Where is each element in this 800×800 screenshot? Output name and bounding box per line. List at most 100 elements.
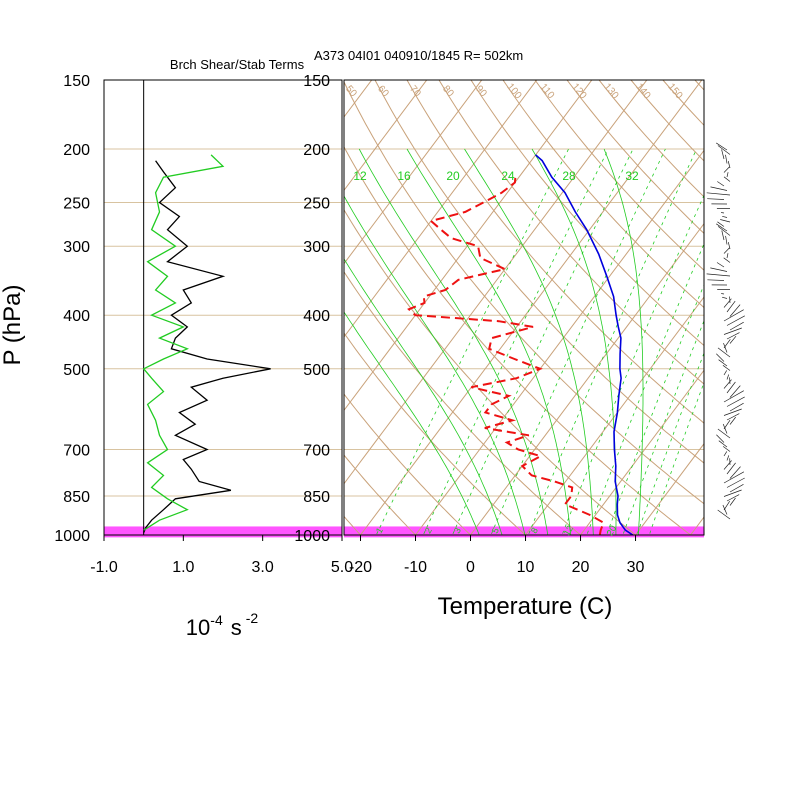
wind-barb [729,335,737,344]
wind-barb [726,381,736,394]
skewt-mixing-ratio-lines [375,148,704,535]
wind-barb [721,230,725,241]
wind-barb [723,257,731,263]
mixing-ratio-line [451,148,634,535]
x-unit-exponent: -4 [210,612,223,628]
wind-barb [723,451,728,457]
mixing-ratio-label: 12 [562,524,576,538]
y-tick-label: 500 [63,362,90,379]
wind-barb [718,440,728,448]
y-tick-label: 1000 [54,528,90,545]
wind-barb [717,226,731,236]
y-tick-label: 250 [63,196,90,213]
wind-barb [723,370,728,376]
dry-adiabat-line [344,393,472,535]
wind-barb [723,460,732,470]
wind-barb [716,434,725,443]
skewt-dry-adiabats [344,64,800,547]
wind-barb [727,242,731,250]
wind-barb [722,446,731,452]
wind-barb [729,402,744,412]
temperature-axis-label: Temperature (C) [438,593,613,620]
wind-barb [723,327,742,335]
wind-barb [723,247,730,254]
wind-barb [717,428,731,439]
mixing-ratio-line [606,283,704,535]
dry-adiabat-line [344,332,527,535]
dry-adiabat-line [438,80,704,385]
isotherm-line [689,516,704,535]
mixing-ratio-label: 20 [446,169,460,183]
mixing-ratio-label: 20 [605,524,619,538]
wind-barb [726,494,740,502]
wind-barb [717,145,731,155]
y-tick-label: 850 [63,489,90,506]
mixing-ratio-line [561,194,704,535]
wind-barb [721,149,725,160]
theta-labels: 50 60 70 80 90 100 110 120 130 140 150 [343,81,685,101]
wind-barb [706,192,731,196]
x-tick-label: 30 [627,559,645,576]
wind-barb [721,293,725,295]
moist-adiabat-line [344,311,480,535]
dry-adiabat-line [743,64,800,547]
mixing-ratio-labels-top: 12 16 20 24 28 32 [353,169,639,183]
wind-barb [723,420,731,430]
x-tick-label: 3.0 [252,559,274,576]
dry-adiabat-line [344,454,417,535]
wind-barbs [706,142,745,520]
wind-barb [721,212,725,214]
dry-adiabat-line [344,515,362,535]
y-tick-label: 200 [303,142,330,159]
wind-barb [725,154,728,164]
mixing-ratio-line [622,319,704,535]
dry-adiabat-line [712,64,800,547]
mixing-ratio-label: 1 [374,526,385,535]
x-unit-base: 10 [186,615,210,640]
wind-barb [722,504,728,515]
y-tick-label: 150 [303,73,330,90]
wind-barb [726,315,745,326]
theta-label: 110 [538,82,557,102]
dry-adiabat-line [502,80,704,309]
wind-barb [726,396,745,407]
wind-barb [726,477,745,488]
mixing-ratio-line [527,148,697,535]
skewt-panel-title: A373 04I01 040910/1845 R= 502km [314,48,523,63]
mixing-ratio-label: 12 [353,169,367,183]
dry-adiabat-line [344,80,704,505]
y-tick-label: 700 [303,442,330,459]
wind-barb [723,390,744,403]
skewt-frame [343,79,705,536]
isotherm-line [344,80,538,338]
mixing-ratio-labels-bottom: 1 2 3 5 8 12 20 [374,524,618,538]
wind-barb [726,374,730,380]
dry-adiabat-line [344,208,637,535]
x-tick-label: -1.0 [90,559,118,576]
isotherm-line [344,80,428,192]
wind-barb [722,423,728,434]
wind-barb [710,267,728,272]
isotherm-line [414,149,704,535]
wind-barb [723,489,742,497]
mixing-ratio-line [490,148,666,535]
x-tick-label: 1.0 [172,559,194,576]
mixing-ratio-line [586,242,704,535]
y-tick-label: 500 [303,362,330,379]
wind-barb [726,462,736,475]
wind-barb [722,215,728,218]
wind-barb [717,347,731,358]
wind-barb [717,181,725,187]
isotherm-line [344,80,373,118]
wind-barb [729,416,736,425]
dry-adiabat-line [774,64,800,547]
wind-barb [707,198,725,200]
wind-barb [723,408,742,416]
wind-barb [706,273,731,277]
wind-barb [720,219,731,223]
wind-barb [729,321,744,331]
theta-label: 120 [569,81,588,101]
isotherm-line [524,296,704,535]
dry-adiabat-line [344,145,692,535]
